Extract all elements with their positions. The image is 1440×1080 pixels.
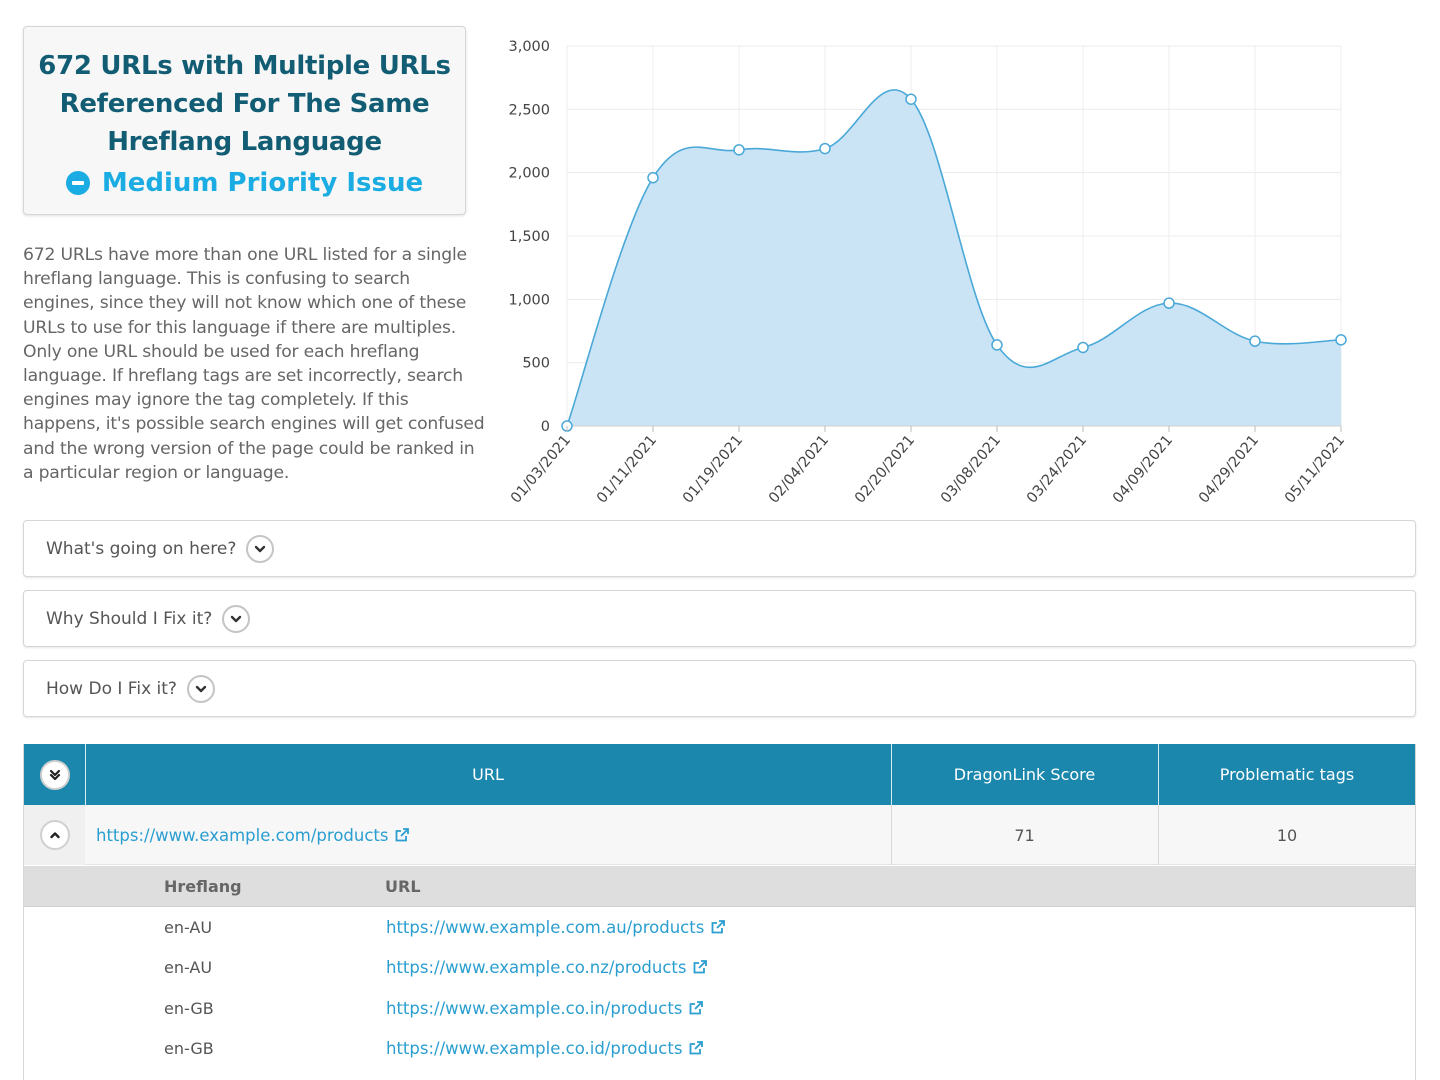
series-area xyxy=(567,89,1341,427)
hreflang-code: en-AU xyxy=(164,917,213,937)
x-tick-label: 03/08/2021 xyxy=(938,432,1004,506)
external-link-icon xyxy=(694,960,708,974)
x-tick-label: 01/03/2021 xyxy=(508,432,574,506)
chevron-down-icon[interactable] xyxy=(246,534,275,563)
hreflang-subtable-header: Hreflang URL xyxy=(24,866,1415,907)
row-problematic-tags: 10 xyxy=(1276,825,1298,845)
y-tick-label: 500 xyxy=(522,356,550,372)
series-line xyxy=(566,89,1342,427)
accordion-label: Why Should I Fix it? xyxy=(46,608,213,629)
subheader-hreflang: Hreflang xyxy=(164,877,242,896)
hreflang-code: en-GB xyxy=(164,1038,214,1058)
hreflang-url-text: https://www.example.co.in/products xyxy=(386,998,683,1018)
accordion-label: How Do I Fix it? xyxy=(46,678,177,699)
hreflang-row: en-AU https://www.example.com.au/product… xyxy=(24,907,1415,947)
data-point xyxy=(1163,297,1175,309)
external-link-icon xyxy=(690,1041,704,1055)
y-tick-label: 3,000 xyxy=(508,39,550,55)
external-link-icon xyxy=(690,1001,704,1015)
subheader-url: URL xyxy=(385,877,421,896)
issue-title: 672 URLs with Multiple URLs Referenced F… xyxy=(38,51,451,157)
table-row: https://www.example.com/products 71 10 xyxy=(24,805,1415,865)
issue-description: 672 URLs have more than one URL listed f… xyxy=(23,245,485,483)
hreflang-url-link[interactable]: https://www.example.co.in/products xyxy=(386,999,704,1018)
table-header: URL DragonLink Score Problematic tags xyxy=(24,744,1415,805)
accordion-whats-going-on[interactable]: What's going on here? xyxy=(23,520,1416,577)
hreflang-row: en-GB https://www.example.co.in/products xyxy=(24,988,1415,1028)
data-point xyxy=(1077,341,1089,354)
x-tick-label: 02/20/2021 xyxy=(852,432,918,506)
y-tick-label: 0 xyxy=(541,419,550,435)
data-point xyxy=(991,339,1003,351)
hreflang-url-link[interactable]: https://www.example.co.nz/products xyxy=(386,958,708,977)
column-header-url[interactable]: URL xyxy=(472,765,504,784)
urls-table: URL DragonLink Score Problematic tags ht… xyxy=(23,744,1416,1080)
accordion-why-fix[interactable]: Why Should I Fix it? xyxy=(23,590,1416,647)
column-header-score[interactable]: DragonLink Score xyxy=(953,765,1096,784)
row-url-link[interactable]: https://www.example.com/products xyxy=(96,826,410,845)
data-point xyxy=(905,93,917,105)
priority-text: Medium Priority Issue xyxy=(101,168,424,198)
collapse-row-cell xyxy=(24,805,85,865)
y-tick-label: 2,500 xyxy=(508,102,550,118)
x-tick-label: 02/04/2021 xyxy=(766,432,832,506)
hreflang-row: en-AU https://www.example.co.nz/products xyxy=(24,947,1415,987)
chevron-down-icon[interactable] xyxy=(222,604,251,633)
priority-label: Medium Priority Issue xyxy=(24,165,465,201)
external-link-icon xyxy=(711,920,726,934)
external-link-icon xyxy=(396,828,410,842)
expand-all-icon[interactable] xyxy=(39,759,70,790)
y-tick-label: 1,000 xyxy=(508,292,550,308)
y-tick-label: 1,500 xyxy=(508,229,550,245)
hreflang-url-text: https://www.example.co.nz/products xyxy=(386,957,687,977)
data-point xyxy=(819,142,831,155)
x-tick-label: 04/29/2021 xyxy=(1196,432,1262,506)
issue-trend-chart: 0 500 1,000 1,500 2,000 2,500 3,000 01/03/2021 0… xyxy=(508,39,1348,507)
chevron-up-icon[interactable] xyxy=(39,820,70,850)
column-header-problematic-tags[interactable]: Problematic tags xyxy=(1219,765,1355,784)
hreflang-url-link[interactable]: https://www.example.com.au/products xyxy=(386,918,726,937)
x-tick-label: 01/19/2021 xyxy=(680,432,746,506)
row-url-text: https://www.example.com/products xyxy=(96,825,389,845)
hreflang-url-text: https://www.example.co.id/products xyxy=(386,1038,683,1058)
row-score: 71 xyxy=(1014,825,1035,845)
x-tick-label: 03/24/2021 xyxy=(1024,432,1090,506)
chevron-down-icon[interactable] xyxy=(186,674,215,703)
data-point xyxy=(1335,334,1347,346)
x-tick-label: 05/11/2021 xyxy=(1282,432,1348,506)
data-point xyxy=(647,171,659,184)
data-point xyxy=(733,144,745,156)
hreflang-code: en-GB xyxy=(164,998,214,1018)
hreflang-row: en-GB https://www.example.co.id/products xyxy=(24,1028,1415,1068)
x-tick-label: 01/11/2021 xyxy=(594,432,660,506)
data-point xyxy=(1249,335,1261,347)
accordion-label: What's going on here? xyxy=(46,538,237,559)
y-tick-label: 2,000 xyxy=(508,166,550,182)
accordion-how-fix[interactable]: How Do I Fix it? xyxy=(23,660,1416,717)
expand-all-cell xyxy=(24,744,85,805)
minus-circle-icon xyxy=(65,171,90,195)
hreflang-code: en-AU xyxy=(164,957,213,977)
issue-summary-card: 672 URLs with Multiple URLs Referenced F… xyxy=(23,26,466,215)
hreflang-url-text: https://www.example.com.au/products xyxy=(386,917,705,937)
x-tick-label: 04/09/2021 xyxy=(1110,432,1176,506)
hreflang-url-link[interactable]: https://www.example.co.id/products xyxy=(386,1039,704,1058)
